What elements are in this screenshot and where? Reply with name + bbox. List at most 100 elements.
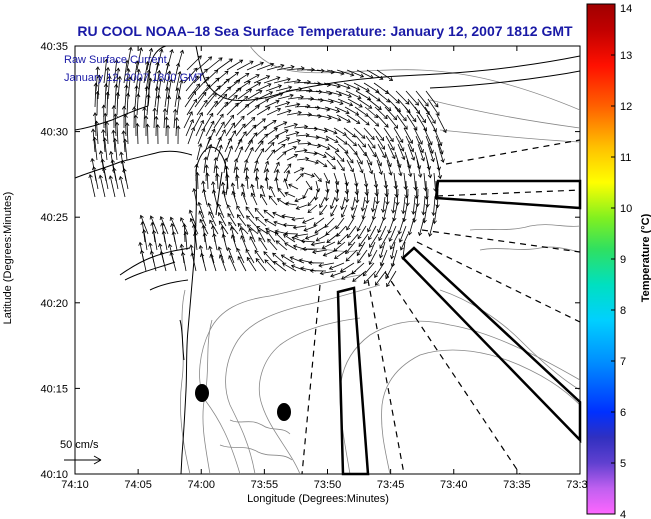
current-vector <box>173 63 180 84</box>
buoy-marker-east <box>277 403 291 421</box>
current-vector <box>337 98 353 106</box>
current-vector-head <box>295 205 300 210</box>
current-vector-head <box>110 159 115 164</box>
current-vector-head <box>233 94 238 99</box>
current-vector-head <box>357 259 362 264</box>
current-vector-head <box>335 225 340 230</box>
current-vector-head <box>359 169 364 174</box>
current-vector <box>274 144 286 153</box>
current-vector <box>366 188 369 204</box>
current-vector <box>293 81 311 84</box>
current-vector <box>253 160 258 174</box>
current-vector <box>368 225 377 240</box>
current-vector-head <box>115 92 120 97</box>
current-vector <box>337 143 349 154</box>
current-vector <box>102 129 106 153</box>
current-vector <box>306 159 319 164</box>
current-vector <box>329 262 345 270</box>
x-tick-label: 73:50 <box>314 479 342 491</box>
current-vector <box>156 95 160 116</box>
current-vector-head <box>201 127 206 132</box>
current-vector <box>408 217 415 235</box>
current-vector-head <box>220 181 226 186</box>
current-vector-head <box>226 204 231 209</box>
current-vector <box>313 217 325 226</box>
current-vector-head <box>326 145 331 151</box>
colorbar-tick-label: 5 <box>620 458 626 470</box>
current-vector-head <box>390 146 395 151</box>
current-vector-head <box>101 104 106 109</box>
current-vector-head <box>115 67 121 72</box>
current-vector <box>346 69 364 78</box>
current-vector-head <box>323 163 328 168</box>
current-vector-head <box>201 224 206 229</box>
current-vector-head <box>296 78 302 84</box>
current-vector-head <box>282 234 288 238</box>
current-vector-head <box>175 62 181 67</box>
current-vector-head <box>260 193 264 198</box>
current-vector <box>311 241 326 246</box>
current-vector-head <box>324 223 329 228</box>
current-vector <box>366 159 373 174</box>
current-vector-head <box>258 237 263 242</box>
current-vector <box>368 241 376 257</box>
current-vector <box>315 135 329 141</box>
current-vector-head <box>282 262 287 267</box>
current-vector <box>314 106 330 111</box>
current-vector <box>194 232 198 251</box>
current-vector-head <box>179 243 185 248</box>
current-vector <box>385 90 400 104</box>
current-vector-head <box>295 131 300 136</box>
current-vector-head <box>430 157 435 163</box>
current-vector <box>393 172 397 189</box>
current-vector-head <box>224 165 229 170</box>
current-vector-head <box>252 124 257 129</box>
current-vector <box>116 92 119 116</box>
current-vector <box>345 135 357 146</box>
current-vector-head <box>193 231 198 236</box>
current-vector-head <box>236 214 241 219</box>
current-vector-head <box>207 202 212 207</box>
current-vector-head <box>375 89 380 93</box>
current-vector <box>256 176 259 190</box>
current-vector-head <box>403 186 408 191</box>
current-vector-head <box>259 140 264 145</box>
current-vector <box>249 236 258 251</box>
current-vector <box>330 204 338 217</box>
current-vector-head <box>319 204 324 209</box>
current-vector <box>176 96 180 116</box>
current-vector-head <box>375 200 380 205</box>
current-vector <box>341 270 357 280</box>
current-vector-head <box>303 227 308 232</box>
current-vector-head <box>127 76 133 81</box>
current-vector <box>109 175 116 198</box>
current-vector-head <box>208 143 213 149</box>
current-vector <box>357 249 368 264</box>
current-vector-head <box>124 84 129 89</box>
current-vector <box>404 106 417 122</box>
current-vector <box>357 98 372 109</box>
current-vector <box>195 120 204 137</box>
current-vector-head <box>398 238 403 243</box>
current-vector <box>293 167 304 174</box>
current-vector-head <box>165 86 170 91</box>
current-vector-head <box>358 242 363 248</box>
current-vector-head <box>362 272 367 277</box>
current-vector-head <box>180 251 186 256</box>
current-vector-head <box>284 242 289 247</box>
current-vector <box>232 183 236 198</box>
current-vector <box>277 198 288 206</box>
current-vector <box>330 270 347 277</box>
current-vector <box>275 129 289 137</box>
current-vector-head <box>325 137 330 142</box>
current-vector-head <box>95 90 100 95</box>
current-vector <box>326 233 339 243</box>
current-vector <box>335 180 338 194</box>
current-vector-head <box>350 72 355 77</box>
current-vector-head <box>411 210 416 215</box>
current-vector <box>395 90 410 105</box>
current-vector-head <box>275 99 280 104</box>
current-vector-head <box>293 122 298 128</box>
current-vector-head <box>276 198 281 203</box>
current-vector-head <box>174 116 179 121</box>
